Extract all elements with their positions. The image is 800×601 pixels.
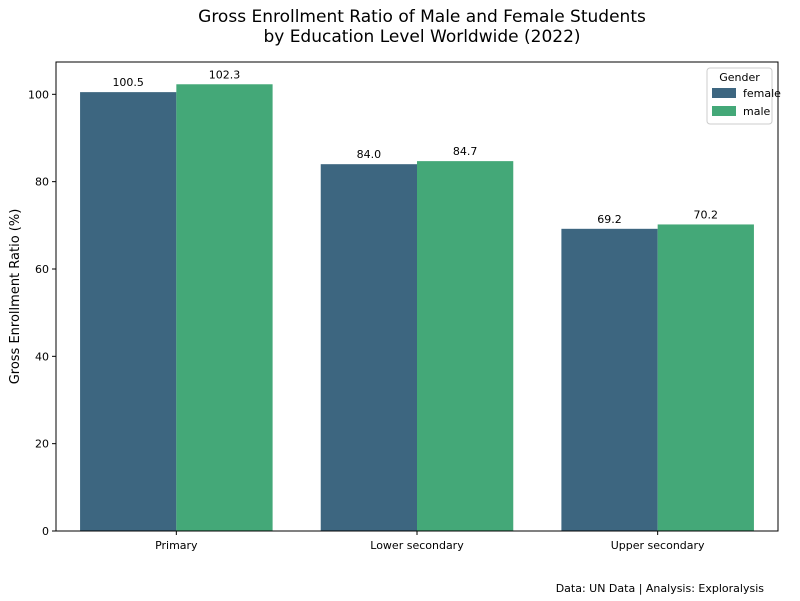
y-axis-ticks: 0 20 40 60 80 100 xyxy=(28,88,56,538)
legend-label-male: male xyxy=(743,105,771,118)
legend-label-female: female xyxy=(743,87,781,100)
bar-female xyxy=(320,164,417,531)
bar-male xyxy=(657,224,754,531)
x-tick-label: Lower secondary xyxy=(370,539,464,552)
x-tick-label: Upper secondary xyxy=(611,539,705,552)
bar-value-label: 70.2 xyxy=(694,208,719,221)
legend-swatch-male xyxy=(712,106,736,116)
plot-frame xyxy=(55,61,779,532)
source-caption: Data: UN Data | Analysis: Exploralysis xyxy=(556,582,765,595)
bar-value-label: 69.2 xyxy=(597,213,622,226)
x-axis-ticks: Primary Lower secondary Upper secondary xyxy=(155,531,705,552)
bar-value-label: 102.3 xyxy=(209,68,241,81)
chart-title-line-2: by Education Level Worldwide (2022) xyxy=(263,27,580,47)
y-axis-label: Gross Enrollment Ratio (%) xyxy=(8,209,23,385)
y-tick-label: 60 xyxy=(35,263,49,276)
x-tick-label: Primary xyxy=(155,539,198,552)
y-tick-label: 0 xyxy=(42,525,49,538)
legend-title: Gender xyxy=(719,71,760,84)
y-tick-label: 100 xyxy=(28,88,49,101)
bar-value-label: 84.7 xyxy=(453,145,478,158)
legend-swatch-female xyxy=(712,88,736,98)
chart-title-line-1: Gross Enrollment Ratio of Male and Femal… xyxy=(198,7,646,27)
y-tick-label: 80 xyxy=(35,176,49,189)
bar-male xyxy=(417,161,514,531)
bars xyxy=(80,84,754,532)
bar-female xyxy=(80,92,177,531)
y-tick-label: 20 xyxy=(35,438,49,451)
data-labels: 100.5 84.0 69.2 102.3 84.7 70.2 xyxy=(112,68,718,226)
bar-male xyxy=(176,84,273,532)
bar-value-label: 100.5 xyxy=(112,76,144,89)
bar-female xyxy=(561,228,658,531)
bar-value-label: 84.0 xyxy=(357,148,382,161)
legend-items: female male xyxy=(712,87,781,118)
y-tick-label: 40 xyxy=(35,350,49,363)
legend: Gender female male xyxy=(706,67,781,125)
